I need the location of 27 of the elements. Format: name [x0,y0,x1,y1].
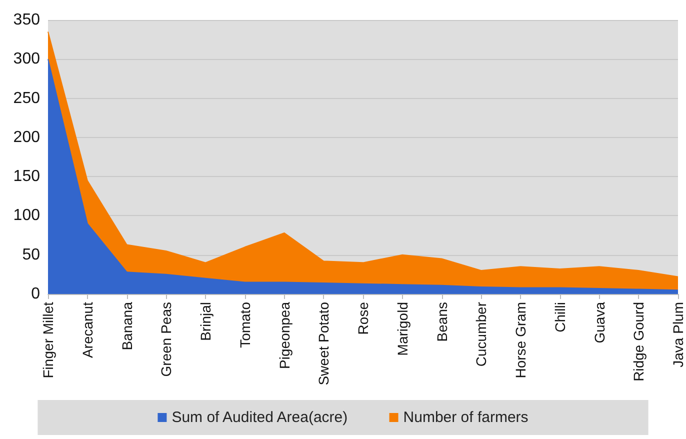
x-tick-label: Cucumber [473,302,490,367]
x-tick-label: Finger Millet [40,302,56,378]
x-tick-label: Chilli [552,302,568,332]
x-tick-label: Brinjal [198,302,214,341]
x-tick-label: Java Plum [670,302,686,368]
x-tick-label: Horse Gram [512,302,528,378]
x-tick-label: Ridge Gourd [630,302,647,382]
legend-label: Sum of Audited Area(acre) [172,409,348,426]
x-tick-label: Arecanut [79,302,96,358]
y-tick-label: 50 [22,246,40,264]
x-tick-label: Rose [355,302,371,335]
y-tick-label: 200 [13,128,40,146]
x-tick-label: Green Peas [158,302,174,377]
x-tick-label: Marigold [394,302,410,356]
y-tick-label: 150 [13,168,40,186]
x-tick-label: Banana [118,302,135,350]
x-tick-label: Tomato [236,302,253,348]
y-tick-label: 100 [13,207,40,224]
y-tick-label: 0 [31,286,40,302]
y-tick-label: 300 [13,50,40,68]
x-tick-label: Beans [434,302,450,342]
y-tick-label: 350 [13,12,40,28]
x-tick-label: Sweet Potato [316,302,332,386]
x-tick-label: Guava [591,302,608,344]
y-tick-label: 250 [13,90,40,107]
x-tick-label: Pigeonpea [276,302,292,369]
legend-label: Number of farmers [403,409,528,426]
